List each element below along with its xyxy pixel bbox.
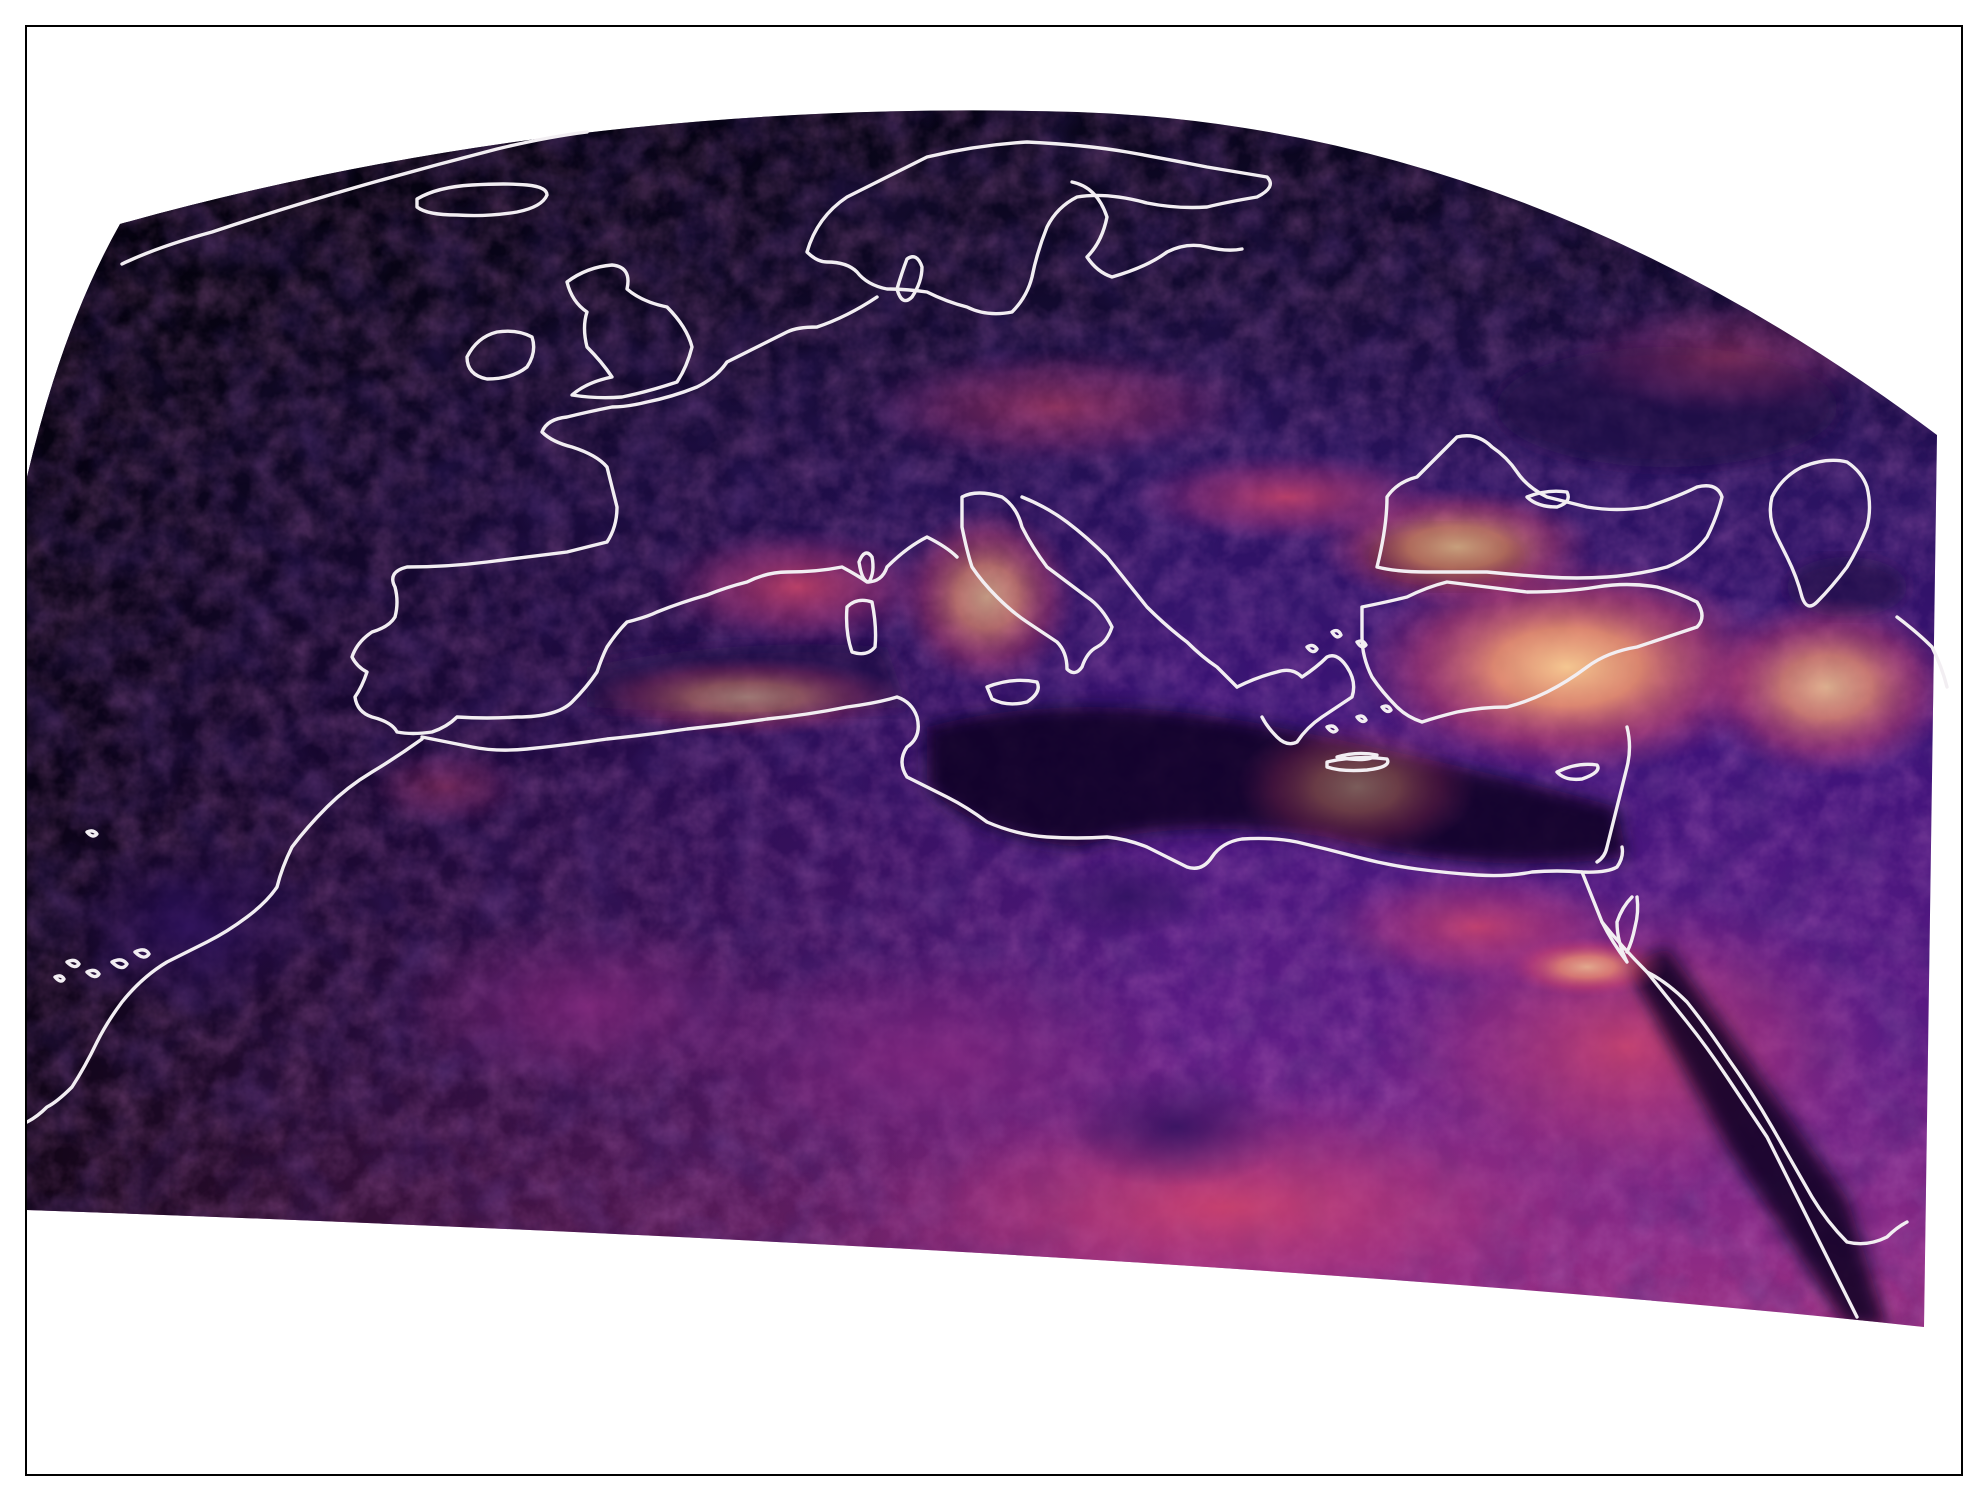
- coastline-persian-gulf: [1895, 615, 1949, 689]
- coastline-ireland: [465, 329, 536, 381]
- coastline-baltic-east: [1070, 180, 1244, 279]
- coastline-denmark: [895, 255, 924, 303]
- coastline-anatolia: [1360, 580, 1704, 724]
- coastline-north-africa: [420, 695, 1625, 878]
- coastline-red-sea-west: [1600, 920, 1859, 1319]
- coastline-aegean-islands: [1305, 628, 1393, 762]
- coastline-cyprus: [1555, 762, 1600, 782]
- coastline-corsica: [857, 551, 875, 584]
- coastline-balkans: [1020, 495, 1239, 689]
- coastline-scandinavia: [805, 140, 1272, 316]
- coastline-levant: [1595, 725, 1632, 864]
- coastline-west-africa: [27, 737, 424, 1124]
- coastline-italy: [960, 491, 1114, 675]
- coastline-sardinia: [844, 598, 878, 656]
- coastline-greece: [1235, 654, 1356, 746]
- coastline-iceland: [415, 182, 549, 218]
- coastline-sinai: [1580, 870, 1634, 964]
- coastline-crete: [1325, 755, 1390, 773]
- coastline-canary-islands: [53, 948, 151, 983]
- coastline-black-sea: [1375, 434, 1724, 580]
- coastline-madeira: [85, 829, 99, 838]
- coastline-sea-of-azov: [1525, 489, 1570, 509]
- coastline-western-europe: [350, 295, 959, 736]
- coastlines: [27, 130, 1949, 1319]
- coastline-red-sea-east: [1645, 970, 1909, 1246]
- coastline-great-britain: [565, 263, 694, 400]
- map-frame: [25, 25, 1963, 1476]
- coastline-caspian-sea: [1768, 458, 1872, 608]
- brightness-field: [27, 110, 1937, 1327]
- map-canvas: [27, 110, 1949, 1327]
- coastline-greenland-edge: [120, 130, 589, 266]
- coastline-sicily: [985, 678, 1040, 706]
- coastline-gulf-of-aqaba: [1625, 895, 1640, 954]
